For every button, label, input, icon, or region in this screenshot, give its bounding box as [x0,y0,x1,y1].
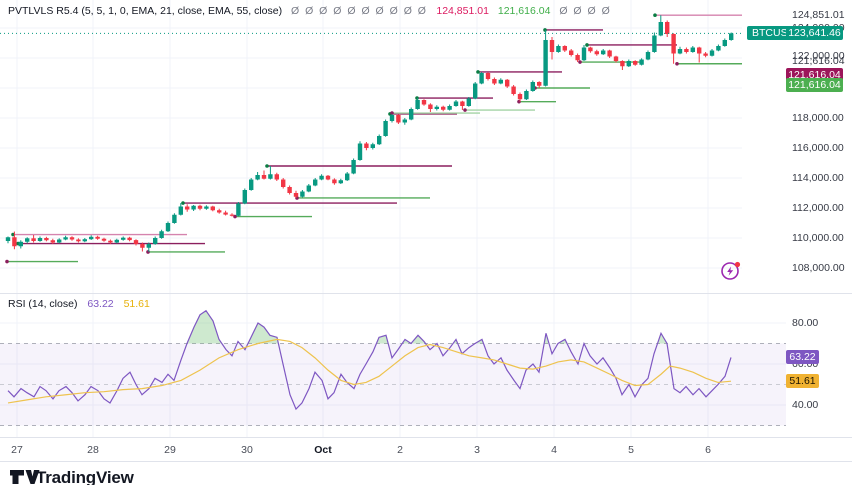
pivot-high-value: 124,851.01 [436,5,489,17]
time-axis-separator [0,437,852,438]
rsi-ma-value: 51.61 [123,298,150,310]
pivot-null-values: Ø Ø Ø Ø Ø Ø Ø Ø Ø Ø [291,5,428,17]
time-axis-label: 2 [397,444,403,456]
pivot-indicator-title[interactable]: PVTLVLS R5.4 (5, 5, 1, 0, EMA, 21, close… [8,5,283,17]
price-axis-label: 124,851.01 [792,9,845,22]
chart-canvas[interactable] [0,0,852,462]
lightning-icon [721,261,741,280]
chart-bottom-separator [0,461,852,462]
rsi-indicator-legend: RSI (14, close) 63.22 51.61 [8,298,150,310]
price-axis-label: 108,000.00 [792,262,845,274]
pivot-level-lines [5,13,742,264]
time-axis-label: 27 [11,444,23,456]
pane-separator[interactable] [0,293,852,294]
price-axis-label: 110,000.00 [792,232,844,244]
lightning-quick-action-button[interactable] [720,260,742,282]
notification-dot [734,261,741,268]
rsi-badge-yellow: 51.61 [786,374,819,389]
time-axis-label: 30 [241,444,253,456]
time-axis-label: 29 [164,444,176,456]
pivot-low-value: 121,616.04 [497,5,551,17]
current-price-badge: 123,641.46 [786,26,843,41]
rsi-indicator-title[interactable]: RSI (14, close) [8,298,78,310]
rsi-pane [0,309,786,426]
price-axis-label: 122,000.00 [792,50,845,62]
gridlines [0,0,786,437]
rsi-badge-purple: 63.22 [786,350,819,365]
rsi-axis-label: 80.00 [792,317,819,329]
time-axis-label: 4 [551,444,557,456]
price-axis-label: 112,000.00 [792,202,844,214]
time-axis-label: 28 [87,444,99,456]
pivot-indicator-legend: PVTLVLS R5.4 (5, 5, 1, 0, EMA, 21, close… [8,5,611,17]
tradingview-logo-icon[interactable] [10,469,40,485]
price-axis-label: 118,000.00 [792,112,844,124]
pivot-null-values-2: Ø Ø Ø Ø [559,5,612,17]
time-axis-label: 3 [474,444,480,456]
time-axis-label: 6 [705,444,711,456]
time-axis[interactable]: 27 28 29 30 Oct 2 3 4 5 6 [0,438,852,461]
footer: TradingView [0,462,852,485]
pivot-price-badge-maroon: 121,616.04 [786,67,843,82]
price-axis-label: 116,000.00 [792,142,844,154]
time-axis-label: Oct [314,444,332,456]
time-axis-label: 5 [628,444,634,456]
rsi-ma-line [7,338,732,404]
rsi-axis-label: 40.00 [792,399,819,411]
rsi-value: 63.22 [87,298,114,310]
pivot-price-badge-green: 121,616.04 [786,78,843,93]
symbol-chip-label: BTCUSD [752,27,796,40]
candles [5,15,734,252]
rsi-line [7,309,732,411]
price-axis-label: 114,000.00 [792,172,844,184]
tradingview-brand-text[interactable]: TradingView [36,468,134,485]
price-axis-label: 121,616.04 [792,54,845,67]
